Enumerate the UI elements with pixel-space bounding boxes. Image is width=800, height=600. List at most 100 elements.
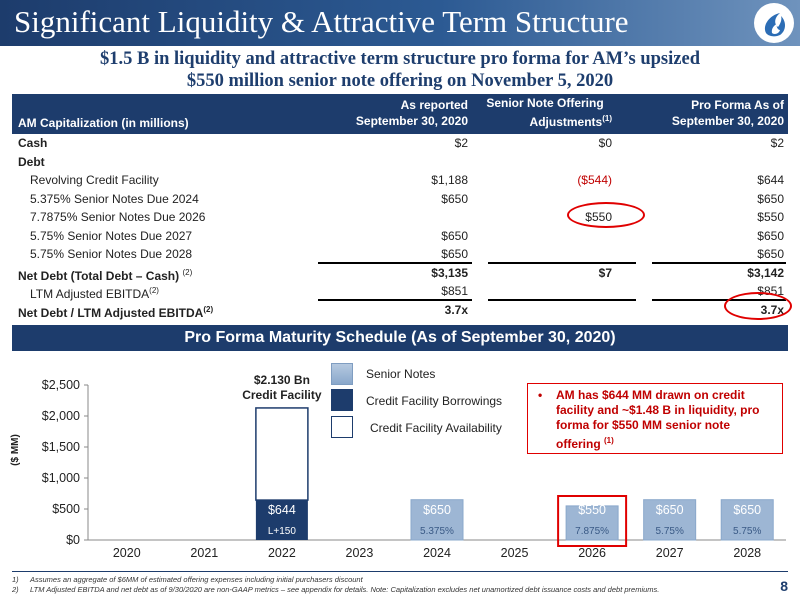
table-header: AM Capitalization (in millions) As repor… [12, 94, 788, 134]
row-label: Cash [18, 136, 48, 150]
cell-adjustment: $0 [598, 136, 612, 150]
bar-rate-label: 7.875% [575, 526, 609, 537]
callout-body: AM has $644 MM drawn on credit facility … [556, 388, 760, 451]
bar-rate-label: 5.75% [655, 526, 683, 537]
legend-swatch-senior-notes [331, 363, 353, 385]
total-rule-1 [318, 299, 472, 301]
header-pro-forma-line2: September 30, 2020 [671, 114, 784, 128]
table-row-revolver: Revolving Credit Facility $1,188 ($544) … [12, 171, 788, 190]
callout-text: • AM has $644 MM drawn on credit facility… [536, 388, 776, 452]
table-row-notes-2027: 5.75% Senior Notes Due 2027 $650 $650 [12, 227, 788, 246]
row-label: 5.375% Senior Notes Due 2024 [30, 191, 199, 206]
cell-as-reported: $3,135 [431, 265, 468, 280]
row-label: 7.7875% Senior Notes Due 2026 [30, 210, 206, 224]
cell-pro-forma: $650 [757, 191, 784, 206]
maturity-chart: $0 $500 $1,000 $1,500 $2,000 $2,500 ($ MM) 2020… [10, 373, 786, 560]
header-as-reported-line1: As reported [400, 98, 468, 112]
callout-footnote: (1) [604, 436, 614, 445]
y-tick-label: $1,500 [42, 440, 80, 454]
row-label: 5.75% Senior Notes Due 2028 [30, 247, 193, 261]
bar-value-label: $644 [268, 503, 296, 517]
cell-pro-forma: $3,142 [747, 265, 784, 280]
row-label-text: Net Debt (Total Debt – Cash) [18, 268, 180, 283]
cell-pro-forma: $644 [757, 173, 784, 187]
legend-label-senior-notes: Senior Notes [366, 367, 436, 381]
table-row-notes-2026: 7.7875% Senior Notes Due 2026 $550 $550 [12, 208, 788, 227]
row-label: Revolving Credit Facility [30, 173, 159, 187]
y-tick-label: $2,000 [42, 409, 80, 423]
maturity-schedule-title: Pro Forma Maturity Schedule (As of Septe… [12, 325, 788, 351]
x-tick-label: 2021 [190, 546, 218, 560]
y-axis-label: ($ MM) [10, 434, 21, 466]
bar-rate-label: L+150 [268, 526, 297, 537]
highlight-oval-new-notes [567, 202, 645, 228]
cell-as-reported: $650 [441, 228, 468, 243]
table-row-leverage: Net Debt / LTM Adjusted EBITDA(2) 3.7x 3… [12, 301, 788, 320]
cell-as-reported: $2 [454, 136, 468, 150]
header-adjustments-footnote: (1) [602, 114, 612, 123]
bar-value-label: $650 [423, 503, 451, 517]
header-pro-forma-line1: Pro Forma As of [691, 98, 784, 112]
header-adjustments-line2: Adjustments(1) [470, 111, 620, 130]
bar-value-label: $650 [733, 503, 761, 517]
header-as-reported-line2: September 30, 2020 [355, 114, 468, 128]
row-label: LTM Adjusted EBITDA(2) [30, 282, 159, 303]
cell-as-reported: $650 [441, 247, 468, 261]
table-row-notes-2024: 5.375% Senior Notes Due 2024 $650 $650 [12, 190, 788, 209]
table-row-notes-2028: 5.75% Senior Notes Due 2028 $650 $650 [12, 245, 788, 264]
bar-value-label: $550 [578, 503, 606, 517]
subtitle-line-1: $1.5 B in liquidity and attractive term … [99, 49, 700, 69]
x-tick-label: 2027 [656, 546, 684, 560]
highlight-box-2026 [557, 495, 628, 547]
bar-credit-borrowings [255, 500, 308, 540]
callout-bullet: • [538, 388, 543, 402]
row-label: Debt [18, 154, 45, 169]
bar-senior-notes [720, 499, 774, 541]
y-tick-label: $1,000 [42, 471, 80, 485]
bar-senior-notes [410, 499, 464, 541]
legend-swatch-credit-availability [331, 416, 353, 438]
header-adjustments-line1: Senior Note Offering [486, 96, 604, 110]
y-tick-label: $2,500 [42, 378, 80, 392]
page-subtitle: $1.5 B in liquidity and attractive term … [0, 48, 800, 92]
subtotal-rule-1 [318, 262, 472, 264]
cell-adjustment: $7 [598, 265, 612, 280]
total-rule-3 [652, 299, 786, 301]
cell-as-reported: 3.7x [444, 302, 468, 317]
x-tick-label: 2026 [578, 546, 606, 560]
cell-as-reported: $1,188 [431, 173, 468, 187]
company-logo [754, 3, 794, 43]
title-bar: Significant Liquidity & Attractive Term … [0, 0, 800, 46]
x-tick-label: 2023 [346, 546, 374, 560]
capitalization-table: AM Capitalization (in millions) As repor… [12, 94, 792, 320]
x-tick-label: 2025 [501, 546, 529, 560]
cell-as-reported: $851 [441, 284, 468, 298]
row-label-text: LTM Adjusted EBITDA [30, 287, 150, 301]
bar-value-label: $650 [656, 503, 684, 517]
cell-pro-forma: $550 [757, 210, 784, 224]
cell-pro-forma: $650 [757, 247, 784, 261]
legend-label-credit-borrowings: Credit Facility Borrowings [366, 394, 503, 408]
row-label-text: Net Debt / LTM Adjusted EBITDA [18, 305, 204, 320]
subtotal-rule-3 [652, 262, 786, 264]
footnote-1: 1) Assumes an aggregate of $6MM of estima… [12, 575, 752, 585]
subtotal-rule-2 [488, 262, 636, 264]
header-as-reported: As reported September 30, 2020 [318, 97, 468, 129]
bar-senior-notes [565, 505, 619, 541]
highlight-oval-leverage [724, 292, 792, 320]
table-row-net-debt: Net Debt (Total Debt – Cash) (2) $3,135 … [12, 264, 788, 283]
page-number: 8 [780, 578, 788, 594]
row-footnote: (2) [203, 304, 214, 314]
table-row-cash: Cash $2 $0 $2 [12, 134, 788, 153]
footnote-text: Assumes an aggregate of $6MM of estimate… [30, 575, 363, 584]
cell-as-reported: $650 [441, 191, 468, 206]
y-tick-label: $0 [66, 533, 80, 547]
y-tick-label: $500 [52, 502, 80, 516]
legend-swatch-credit-borrowings [331, 389, 353, 411]
cell-pro-forma: $2 [770, 136, 784, 150]
liquidity-callout: • AM has $644 MM drawn on credit facility… [527, 383, 783, 454]
subtitle-line-2: $550 million senior note offering on Nov… [186, 71, 614, 91]
table-row-ebitda: LTM Adjusted EBITDA(2) $851 $851 [12, 282, 788, 301]
credit-facility-annotation-line1: $2.130 Bn [254, 373, 310, 387]
x-tick-label: 2022 [268, 546, 296, 560]
